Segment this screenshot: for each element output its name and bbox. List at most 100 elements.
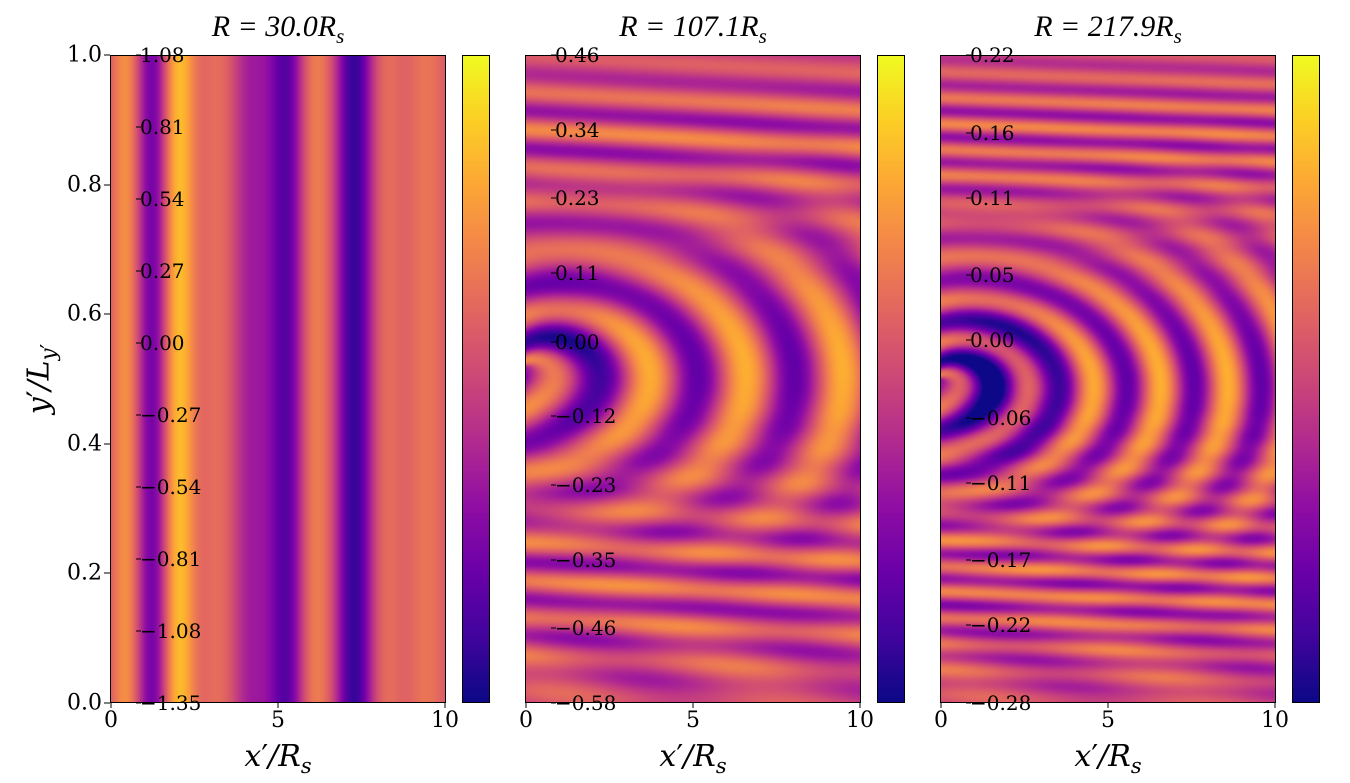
colorbar-tick-label: 0.05 xyxy=(970,263,1015,287)
x-tick-mark xyxy=(860,702,861,708)
colorbar-tick-mark xyxy=(551,559,556,560)
x-tick-mark xyxy=(1275,702,1276,708)
colorbar-tick-mark xyxy=(966,55,971,56)
x-tick-label: 10 xyxy=(846,708,874,733)
y-tick-label: 0.2 xyxy=(67,561,102,586)
x-tick-mark xyxy=(1108,702,1109,708)
colorbar-tick-label: 0.34 xyxy=(555,118,600,142)
colorbar-tick-label: 1.08 xyxy=(140,43,185,67)
colorbar-tick-label: −0.46 xyxy=(555,616,616,640)
y-tick-label: 0.8 xyxy=(67,172,102,197)
colorbar-ticks: −0.28−0.22−0.17−0.11−0.060.000.050.110.1… xyxy=(970,55,1050,703)
colorbar-tick-mark xyxy=(551,55,556,56)
colorbar-tick-mark xyxy=(136,703,141,704)
colorbar-tick-mark xyxy=(966,275,971,276)
colorbar-tick-label: −0.54 xyxy=(140,475,201,499)
colorbar-tick-mark xyxy=(136,198,141,199)
colorbar-tick-mark xyxy=(966,625,971,626)
x-tick-label: 5 xyxy=(1101,708,1115,733)
colorbar-tick-label: 0.46 xyxy=(555,43,600,67)
colorbar xyxy=(1292,20,1320,703)
x-axis-label: x′/Rs xyxy=(941,739,1275,778)
panel-1: R = 107.1Rs0510x′/Rs−0.58−0.46−0.35−0.23… xyxy=(525,20,905,703)
y-tick-label: 0.0 xyxy=(67,691,102,716)
colorbar-tick-label: −0.58 xyxy=(555,691,616,715)
colorbar-tick-label: −0.81 xyxy=(140,547,201,571)
colorbar-tick-mark xyxy=(136,55,141,56)
colorbar-tick-label: −0.22 xyxy=(970,613,1031,637)
colorbar-tick-label: −1.08 xyxy=(140,619,201,643)
colorbar-tick-label: 0.00 xyxy=(555,330,600,354)
colorbar-canvas xyxy=(463,56,489,702)
x-tick-mark xyxy=(445,702,446,708)
colorbar-ticks: −0.58−0.46−0.35−0.23−0.120.000.110.230.3… xyxy=(555,55,635,703)
colorbar-tick-mark xyxy=(966,482,971,483)
colorbar-tick-mark xyxy=(136,126,141,127)
x-tick-label: 10 xyxy=(431,708,459,733)
colorbar-tick-mark xyxy=(136,630,141,631)
x-tick-mark xyxy=(941,702,942,708)
x-tick-mark xyxy=(278,702,279,708)
y-tick-container: 0.00.20.40.60.81.0 xyxy=(52,55,102,703)
colorbar-tick-label: 0.23 xyxy=(555,186,600,210)
colorbar-canvas xyxy=(878,56,904,702)
colorbar-tick-mark xyxy=(966,132,971,133)
colorbar-tick-label: 0.22 xyxy=(970,43,1015,67)
colorbar-tick-mark xyxy=(551,703,556,704)
colorbar-tick-mark xyxy=(966,417,971,418)
colorbar xyxy=(877,20,905,703)
colorbar-tick-label: 0.00 xyxy=(970,328,1015,352)
colorbar-tick-mark xyxy=(551,198,556,199)
colorbar-tick-label: −0.23 xyxy=(555,473,616,497)
figure-container: y′/Ly′ 0.00.20.40.60.81.0 R = 30.0Rs0510… xyxy=(0,0,1350,783)
colorbar-box xyxy=(877,55,905,703)
colorbar-tick-mark xyxy=(551,416,556,417)
colorbar-tick-label: 0.00 xyxy=(140,331,185,355)
x-tick-label: 0 xyxy=(104,708,118,733)
colorbar-tick-mark xyxy=(966,560,971,561)
colorbar-tick-mark xyxy=(136,271,141,272)
y-tick-label: 1.0 xyxy=(67,43,102,68)
colorbar-tick-label: −0.11 xyxy=(970,471,1031,495)
x-tick-label: 0 xyxy=(934,708,948,733)
x-axis-label: x′/Rs xyxy=(526,739,860,778)
colorbar-tick-label: −0.12 xyxy=(555,404,616,428)
x-tick-mark xyxy=(111,702,112,708)
colorbar-tick-label: 0.54 xyxy=(140,187,185,211)
colorbar xyxy=(462,20,490,703)
x-tick-mark xyxy=(693,702,694,708)
colorbar-tick-label: −0.35 xyxy=(555,548,616,572)
colorbar-tick-mark xyxy=(551,273,556,274)
panel-0: R = 30.0Rs0510x′/Rs−1.35−1.08−0.81−0.54−… xyxy=(110,20,490,703)
colorbar-tick-label: −0.17 xyxy=(970,548,1031,572)
colorbar-tick-label: −0.27 xyxy=(140,403,201,427)
colorbar-tick-mark xyxy=(551,129,556,130)
colorbar-tick-label: 0.27 xyxy=(140,259,185,283)
colorbar-tick-mark xyxy=(136,487,141,488)
x-tick-label: 5 xyxy=(686,708,700,733)
y-tick-label: 0.4 xyxy=(67,431,102,456)
x-tick-label: 10 xyxy=(1261,708,1289,733)
colorbar-tick-mark xyxy=(136,559,141,560)
colorbar-tick-mark xyxy=(551,341,556,342)
colorbar-tick-mark xyxy=(966,703,971,704)
x-tick-label: 5 xyxy=(271,708,285,733)
x-tick-mark xyxy=(526,702,527,708)
colorbar-tick-label: 0.81 xyxy=(140,115,185,139)
colorbar-tick-label: 0.11 xyxy=(555,261,600,285)
colorbar-tick-label: 0.11 xyxy=(970,186,1015,210)
colorbar-box xyxy=(462,55,490,703)
colorbar-box xyxy=(1292,55,1320,703)
colorbar-tick-mark xyxy=(551,628,556,629)
colorbar-tick-label: −1.35 xyxy=(140,691,201,715)
x-tick-label: 0 xyxy=(519,708,533,733)
colorbar-canvas xyxy=(1293,56,1319,702)
colorbar-tick-mark xyxy=(966,197,971,198)
colorbar-tick-label: −0.28 xyxy=(970,691,1031,715)
x-axis-label: x′/Rs xyxy=(111,739,445,778)
y-tick-label: 0.6 xyxy=(67,302,102,327)
colorbar-tick-mark xyxy=(136,342,141,343)
y-axis: y′/Ly′ 0.00.20.40.60.81.0 xyxy=(0,55,110,703)
colorbar-tick-label: 0.16 xyxy=(970,121,1015,145)
colorbar-tick-label: −0.06 xyxy=(970,406,1031,430)
